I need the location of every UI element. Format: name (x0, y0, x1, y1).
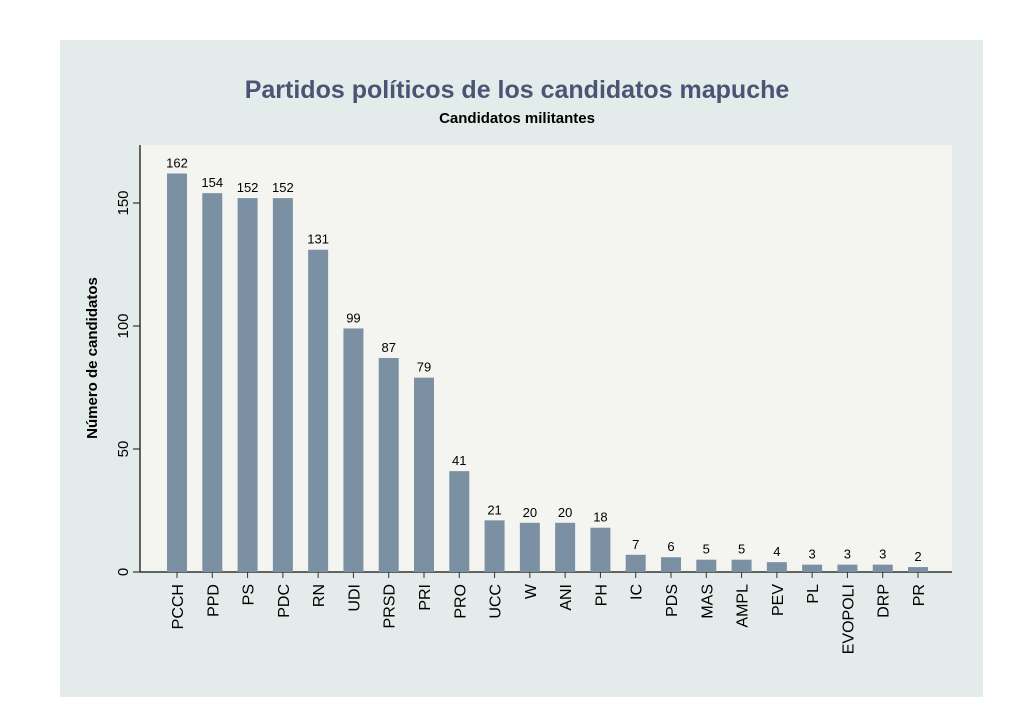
chart-title: Partidos políticos de los candidatos map… (245, 76, 790, 104)
bar-pdc (272, 198, 293, 572)
bar-pro (449, 471, 470, 572)
bar-ic (625, 554, 646, 572)
data-label: 131 (307, 232, 329, 247)
data-label: 3 (809, 547, 816, 562)
x-tick-label: PCCH (170, 584, 187, 629)
plot-area (140, 145, 952, 572)
bar-pev (766, 562, 787, 572)
bar-evopoli (837, 564, 858, 572)
data-label: 3 (844, 547, 851, 562)
x-tick-label: EVOPOLI (840, 584, 857, 654)
data-label: 21 (487, 502, 501, 517)
x-tick-label: AMPL (735, 584, 752, 628)
data-label: 4 (773, 544, 780, 559)
data-label: 152 (272, 180, 294, 195)
data-label: 154 (201, 175, 223, 190)
x-tick-label: PPD (205, 584, 222, 617)
x-tick-label: PEV (770, 584, 787, 616)
x-tick-label: PS (241, 584, 258, 605)
x-tick-label: PDS (664, 584, 681, 617)
y-tick-label: 0 (115, 568, 132, 576)
x-tick-label: PR (911, 584, 928, 606)
bar-mas (696, 559, 717, 572)
bar-w (519, 522, 540, 572)
bar-prsd (378, 357, 399, 572)
x-tick-label: RN (311, 584, 328, 607)
bar-ucc (484, 520, 505, 572)
data-label: 87 (381, 340, 395, 355)
data-label: 5 (738, 542, 745, 557)
data-label: 99 (346, 310, 360, 325)
data-label: 162 (166, 155, 188, 170)
bar-rn (308, 249, 329, 573)
y-axis-label: Número de candidatos (84, 277, 101, 439)
y-tick-label: 150 (115, 190, 132, 215)
data-label: 152 (237, 180, 259, 195)
bar-pl (802, 564, 823, 572)
x-tick-label: DRP (876, 584, 893, 618)
x-tick-label: PH (593, 584, 610, 606)
bar-ani (555, 522, 576, 572)
bar-ppd (202, 193, 223, 572)
bar-pr (908, 567, 928, 572)
data-label: 20 (558, 505, 572, 520)
y-tick-label: 50 (115, 441, 132, 458)
data-label: 41 (452, 453, 466, 468)
x-tick-label: MAS (699, 584, 716, 619)
bar-pds (661, 557, 681, 572)
x-tick-label: IC (629, 584, 646, 600)
data-label: 3 (879, 547, 886, 562)
data-label: 20 (523, 505, 537, 520)
x-tick-label: W (523, 583, 540, 599)
bar-pri (414, 377, 434, 572)
data-label: 18 (593, 510, 607, 525)
x-tick-label: PL (805, 584, 822, 604)
x-tick-label: PRI (417, 584, 434, 611)
x-tick-label: PDC (276, 584, 293, 618)
y-tick-label: 100 (115, 313, 132, 338)
bar-ampl (731, 559, 752, 572)
data-label: 2 (914, 549, 921, 564)
bar-pcch (167, 173, 187, 573)
bar-ph (590, 527, 611, 572)
data-label: 7 (632, 537, 639, 552)
chart-subtitle: Candidatos militantes (439, 110, 595, 127)
x-tick-label: UDI (346, 584, 363, 612)
x-tick-label: ANI (558, 584, 575, 611)
x-tick-label: PRSD (382, 584, 399, 628)
bar-udi (343, 328, 364, 572)
bar-drp (872, 564, 893, 572)
bar-ps (237, 198, 258, 572)
x-tick-label: PRO (452, 584, 469, 619)
data-label: 79 (417, 360, 431, 375)
x-tick-label: UCC (488, 584, 505, 619)
data-label: 5 (703, 542, 710, 557)
data-label: 6 (667, 539, 674, 554)
